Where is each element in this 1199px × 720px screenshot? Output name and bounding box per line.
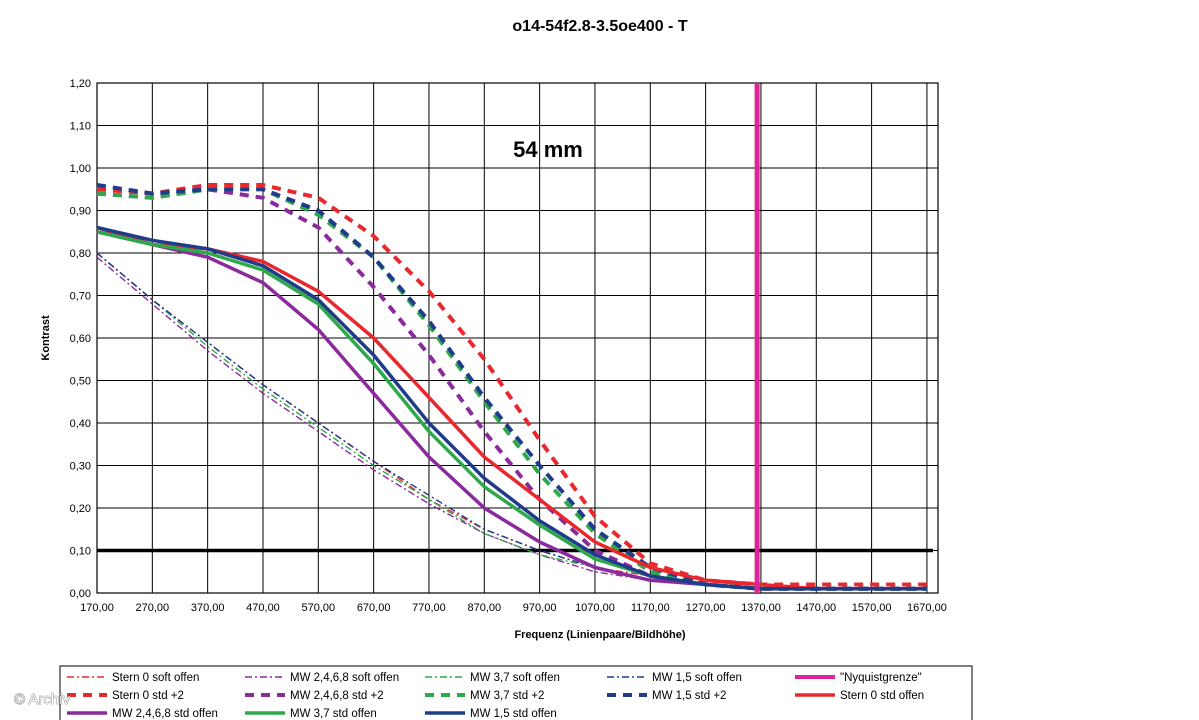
y-axis-label: Kontrast — [40, 315, 52, 361]
series-line-mw-3-7-soft-offen — [96, 252, 927, 590]
series-line-mw-3-7-std-2 — [96, 187, 927, 591]
x-tick-label: 1570,00 — [852, 602, 892, 614]
watermark: © Archiv — [12, 690, 71, 708]
x-tick-label: 1270,00 — [686, 602, 726, 614]
x-tick-label: 870,00 — [467, 602, 501, 614]
legend-label: Stern 0 std offen — [840, 690, 924, 702]
series-line-mw-1-5-std-offen — [96, 225, 927, 591]
x-tick-label: 1670,00 — [907, 602, 947, 614]
x-tick-label: 470,00 — [246, 602, 280, 614]
x-tick-label: 1470,00 — [796, 602, 836, 614]
series-line-stern-0-std-offen — [96, 225, 927, 591]
chart-title: o14-54f2.8-3.5oe400 - T — [512, 18, 687, 35]
x-tick-label: 370,00 — [191, 602, 225, 614]
plot-frame — [96, 82, 939, 594]
legend-label: Stern 0 std +2 — [112, 690, 184, 702]
legend-label: MW 3,7 std +2 — [470, 690, 544, 702]
y-tick-label: 0,60 — [70, 333, 91, 345]
x-tick-labels: 170,00 270,00 370,00 470,00 570,00 670,00 770,… — [80, 602, 947, 614]
y-tick-label: 0,30 — [70, 461, 91, 473]
y-tick-label: 0,40 — [70, 418, 91, 430]
legend-label: MW 1,5 soft offen — [652, 672, 742, 684]
y-tick-label: 0,90 — [70, 206, 91, 218]
y-tick-label: 0,00 — [70, 588, 91, 600]
x-tick-label: 170,00 — [80, 602, 114, 614]
copyright-icon — [12, 690, 28, 706]
legend-label: "Nyquistgrenze" — [840, 672, 922, 684]
y-tick-label: 1,20 — [70, 78, 91, 90]
legend-label: Stern 0 soft offen — [112, 672, 199, 684]
legend-label: MW 2,4,6,8 std +2 — [290, 690, 384, 702]
legend-label: MW 1,5 std +2 — [652, 690, 726, 702]
y-tick-label: 0,80 — [70, 248, 91, 260]
watermark-text: © Archiv — [14, 691, 71, 708]
y-tick-label: 0,10 — [70, 546, 91, 558]
series-line-stern-0-soft-offen — [96, 252, 927, 590]
legend-label: MW 1,5 std offen — [470, 708, 557, 720]
legend-label: MW 3,7 std offen — [290, 708, 377, 720]
y-tick-label: 0,70 — [70, 291, 91, 303]
series-line-mw-1-5-soft-offen — [96, 252, 927, 590]
x-tick-label: 970,00 — [523, 602, 557, 614]
x-tick-label: 670,00 — [357, 602, 391, 614]
x-tick-label: 1170,00 — [631, 602, 670, 614]
series-line-mw-3-7-std-offen — [96, 230, 927, 591]
legend-label: MW 2,4,6,8 soft offen — [290, 672, 399, 684]
x-axis-label: Frequenz (Linienpaare/Bildhöhe) — [514, 629, 685, 641]
series-line-mw-2-4-6-8-std-2 — [96, 187, 927, 591]
y-tick-labels: 0,00 0,10 0,20 0,30 0,40 0,50 0,60 0,70 0,80 0,90… — [70, 78, 91, 600]
series-group — [96, 83, 933, 593]
legend-label: MW 3,7 soft offen — [470, 672, 560, 684]
focal-length-annotation: 54 mm — [513, 137, 583, 162]
x-tick-label: 1070,00 — [575, 602, 615, 614]
x-tick-label: 570,00 — [301, 602, 335, 614]
series-line-mw-1-5-std-2 — [96, 183, 927, 591]
series-line-mw-2-4-6-8-std-offen — [96, 230, 927, 591]
y-tick-label: 1,10 — [70, 121, 91, 133]
x-tick-label: 770,00 — [412, 602, 446, 614]
y-tick-label: 0,20 — [70, 503, 91, 515]
legend: Stern 0 soft offen MW 2,4,6,8 soft offen M… — [59, 665, 973, 720]
series-line-mw-2-4-6-8-soft-offen — [96, 256, 927, 590]
y-tick-label: 1,00 — [70, 163, 91, 175]
legend-label: MW 2,4,6,8 std offen — [112, 708, 218, 720]
x-tick-label: 270,00 — [136, 602, 170, 614]
x-tick-label: 1370,00 — [741, 602, 781, 614]
y-tick-label: 0,50 — [70, 376, 91, 388]
